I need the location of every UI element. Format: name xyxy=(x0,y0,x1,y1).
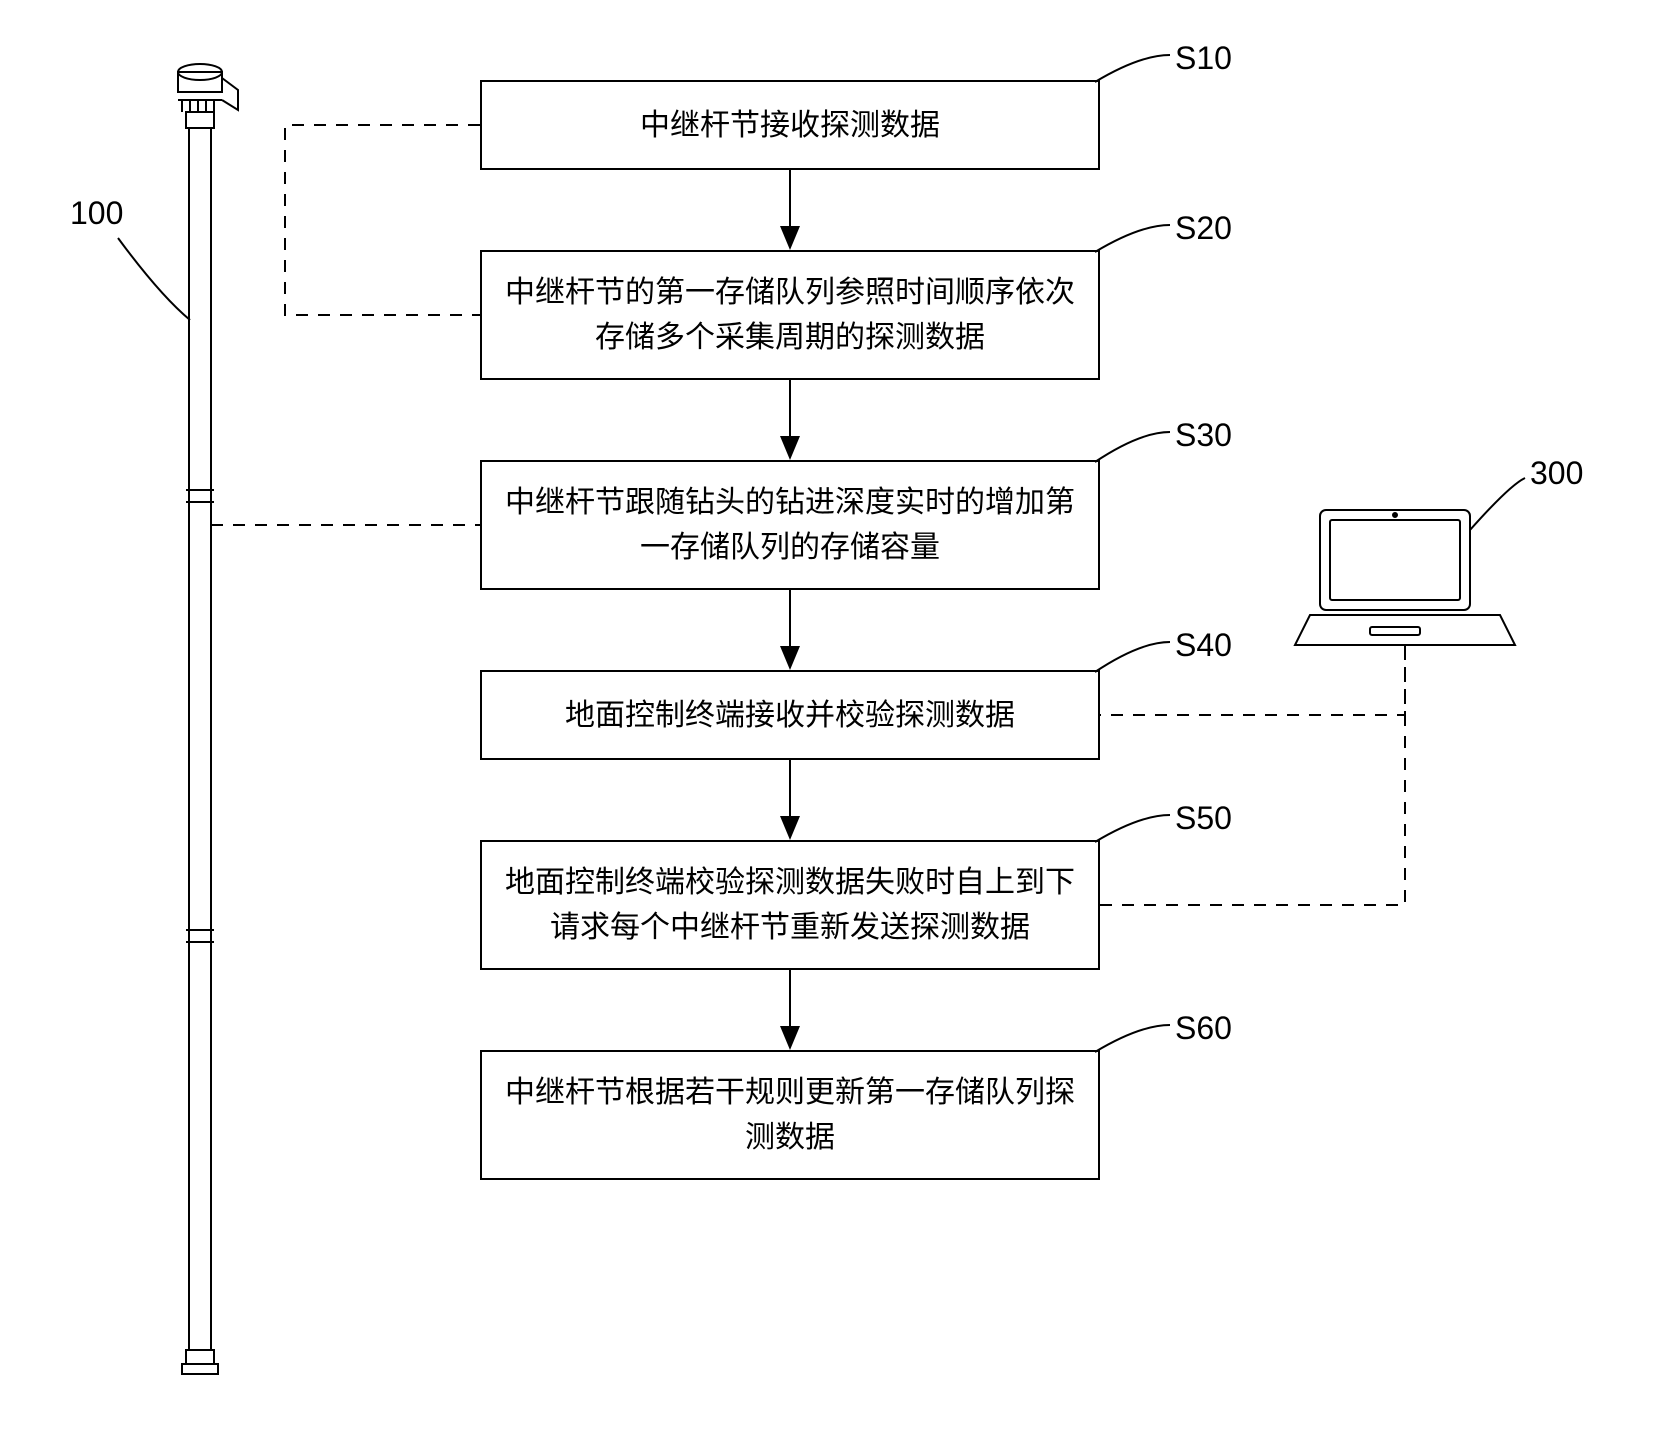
step-s60: 中继杆节根据若干规则更新第一存储队列探测数据 xyxy=(480,1050,1100,1180)
step-text: 中继杆节的第一存储队列参照时间顺序依次存储多个采集周期的探测数据 xyxy=(502,270,1078,360)
ref-label-100: 100 xyxy=(70,195,123,232)
step-s50: 地面控制终端校验探测数据失败时自上到下请求每个中继杆节重新发送探测数据 xyxy=(480,840,1100,970)
laptop-icon xyxy=(1295,510,1515,645)
step-text: 中继杆节根据若干规则更新第一存储队列探测数据 xyxy=(502,1070,1078,1160)
step-label-s40: S40 xyxy=(1175,627,1232,664)
ref-100-leader xyxy=(118,238,190,320)
dashed-laptop-links xyxy=(1100,645,1405,905)
step-label-s20: S20 xyxy=(1175,210,1232,247)
step-label-s50: S50 xyxy=(1175,800,1232,837)
dashed-drill-links xyxy=(211,125,480,525)
ref-300-leader xyxy=(1470,478,1525,530)
step-s20: 中继杆节的第一存储队列参照时间顺序依次存储多个采集周期的探测数据 xyxy=(480,250,1100,380)
step-text: 中继杆节接收探测数据 xyxy=(640,103,940,148)
step-label-s10: S10 xyxy=(1175,40,1232,77)
step-text: 中继杆节跟随钻头的钻进深度实时的增加第一存储队列的存储容量 xyxy=(502,480,1078,570)
step-label-s60: S60 xyxy=(1175,1010,1232,1047)
label-leaders xyxy=(1095,55,1170,1052)
step-s40: 地面控制终端接收并校验探测数据 xyxy=(480,670,1100,760)
step-label-s30: S30 xyxy=(1175,417,1232,454)
step-s30: 中继杆节跟随钻头的钻进深度实时的增加第一存储队列的存储容量 xyxy=(480,460,1100,590)
ref-label-300: 300 xyxy=(1530,455,1583,492)
drill-rod-icon xyxy=(178,64,238,1374)
diagram-canvas: 中继杆节接收探测数据 S10 中继杆节的第一存储队列参照时间顺序依次存储多个采集… xyxy=(0,0,1679,1441)
step-text: 地面控制终端校验探测数据失败时自上到下请求每个中继杆节重新发送探测数据 xyxy=(502,860,1078,950)
step-s10: 中继杆节接收探测数据 xyxy=(480,80,1100,170)
step-text: 地面控制终端接收并校验探测数据 xyxy=(565,693,1015,738)
